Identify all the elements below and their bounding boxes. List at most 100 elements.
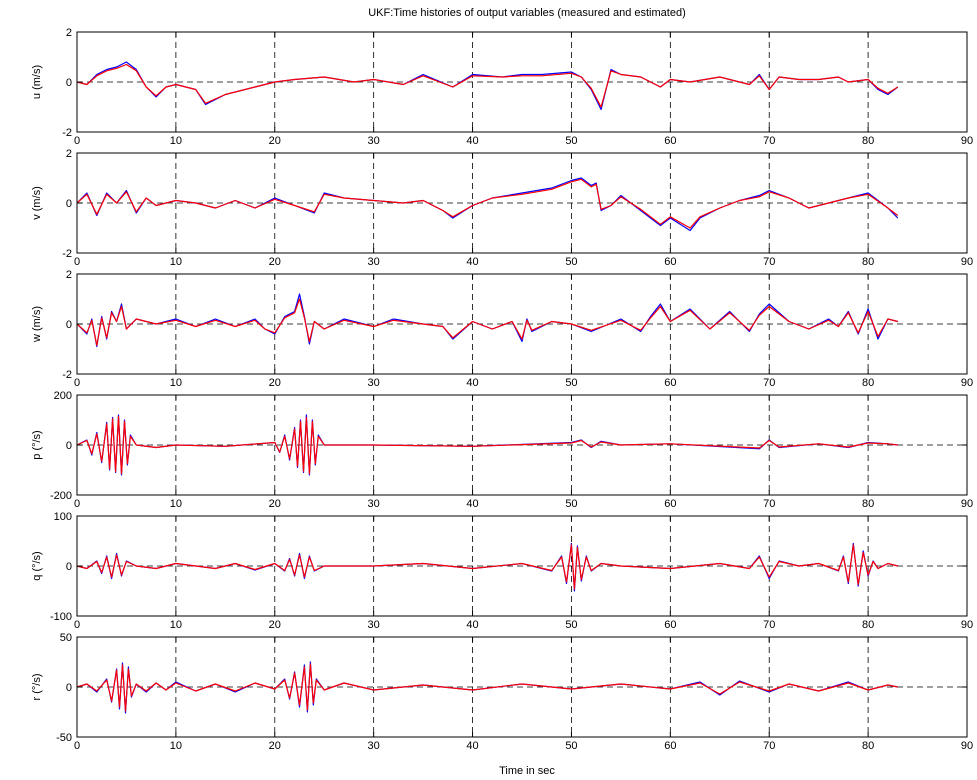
y-tick-label: 100 <box>54 511 72 523</box>
y-tick-label: 200 <box>54 390 72 402</box>
x-tick-label: 60 <box>664 377 676 389</box>
y-tick-label: -200 <box>50 490 72 502</box>
y-tick-label: 2 <box>66 269 72 281</box>
x-tick-label: 80 <box>862 135 874 147</box>
x-tick-label: 0 <box>74 498 80 510</box>
x-tick-label: 60 <box>664 740 676 752</box>
x-tick-label: 30 <box>368 377 380 389</box>
y-axis-label: r (°/s) <box>31 673 43 700</box>
x-tick-label: 80 <box>862 256 874 268</box>
x-tick-label: 30 <box>368 498 380 510</box>
x-tick-label: 80 <box>862 619 874 631</box>
y-tick-label: 2 <box>66 148 72 160</box>
x-tick-label: 70 <box>763 377 775 389</box>
x-tick-label: 80 <box>862 740 874 752</box>
series-line-estimated <box>76 663 898 712</box>
y-tick-label: -100 <box>50 611 72 623</box>
x-tick-label: 30 <box>368 740 380 752</box>
y-axis-label: w (m/s) <box>31 306 43 343</box>
x-tick-label: 50 <box>565 619 577 631</box>
x-tick-label: 20 <box>269 498 281 510</box>
x-tick-label: 10 <box>170 135 182 147</box>
x-tick-label: 70 <box>763 135 775 147</box>
y-axis-label: u (m/s) <box>31 65 43 99</box>
x-tick-label: 90 <box>961 377 973 389</box>
x-tick-label: 50 <box>565 498 577 510</box>
x-tick-label: 70 <box>763 498 775 510</box>
x-tick-label: 10 <box>170 498 182 510</box>
x-tick-label: 90 <box>961 256 973 268</box>
figure-title: UKF:Time histories of output variables (… <box>368 7 686 19</box>
x-tick-label: 0 <box>74 619 80 631</box>
y-tick-label: 0 <box>66 561 72 573</box>
x-tick-label: 20 <box>269 619 281 631</box>
x-tick-label: 30 <box>368 135 380 147</box>
x-tick-label: 10 <box>170 256 182 268</box>
y-axis-label: p (°/s) <box>31 430 43 459</box>
series-line-estimated <box>76 544 898 590</box>
x-tick-label: 40 <box>466 740 478 752</box>
x-tick-label: 70 <box>763 256 775 268</box>
series-line-estimated <box>76 298 898 346</box>
y-tick-label: -2 <box>62 248 72 260</box>
x-tick-label: 50 <box>565 377 577 389</box>
y-tick-label: 0 <box>66 198 72 210</box>
y-tick-label: -50 <box>56 732 72 744</box>
x-tick-label: 0 <box>74 256 80 268</box>
x-tick-label: 80 <box>862 377 874 389</box>
x-tick-label: 0 <box>74 740 80 752</box>
x-tick-label: 40 <box>466 498 478 510</box>
x-tick-label: 60 <box>664 619 676 631</box>
x-tick-label: 40 <box>466 619 478 631</box>
x-tick-label: 20 <box>269 740 281 752</box>
x-axis-label: Time in sec <box>499 765 555 777</box>
y-tick-label: 2 <box>66 27 72 39</box>
x-tick-label: 10 <box>170 377 182 389</box>
y-tick-label: 0 <box>66 319 72 331</box>
x-tick-label: 50 <box>565 256 577 268</box>
x-tick-label: 60 <box>664 498 676 510</box>
y-tick-label: 50 <box>60 632 72 644</box>
series-line-measured <box>76 293 898 348</box>
y-tick-label: 0 <box>66 440 72 452</box>
series-line-estimated <box>76 63 899 108</box>
x-tick-label: 10 <box>170 740 182 752</box>
x-tick-label: 70 <box>763 740 775 752</box>
x-tick-label: 90 <box>961 135 973 147</box>
x-tick-label: 60 <box>664 135 676 147</box>
x-tick-label: 0 <box>74 377 80 389</box>
y-axis-label: q (°/s) <box>31 551 43 580</box>
x-tick-label: 30 <box>368 619 380 631</box>
x-tick-label: 30 <box>368 256 380 268</box>
y-axis-label: v (m/s) <box>31 186 43 220</box>
series-line-estimated <box>76 415 898 475</box>
series-line-measured <box>76 61 899 111</box>
y-tick-label: 0 <box>66 77 72 89</box>
x-tick-label: 20 <box>269 377 281 389</box>
series-line-measured <box>76 661 898 714</box>
x-tick-label: 60 <box>664 256 676 268</box>
x-tick-label: 90 <box>961 740 973 752</box>
x-tick-label: 70 <box>763 619 775 631</box>
x-tick-label: 20 <box>269 256 281 268</box>
series-line-estimated <box>76 178 899 229</box>
x-tick-label: 50 <box>565 135 577 147</box>
x-tick-label: 90 <box>961 619 973 631</box>
x-tick-label: 40 <box>466 135 478 147</box>
x-tick-label: 90 <box>961 498 973 510</box>
x-tick-label: 50 <box>565 740 577 752</box>
x-tick-label: 40 <box>466 377 478 389</box>
x-tick-label: 10 <box>170 619 182 631</box>
y-tick-label: -2 <box>62 127 72 139</box>
y-tick-label: 0 <box>66 682 72 694</box>
x-tick-label: 40 <box>466 256 478 268</box>
x-tick-label: 0 <box>74 135 80 147</box>
x-tick-label: 20 <box>269 135 281 147</box>
